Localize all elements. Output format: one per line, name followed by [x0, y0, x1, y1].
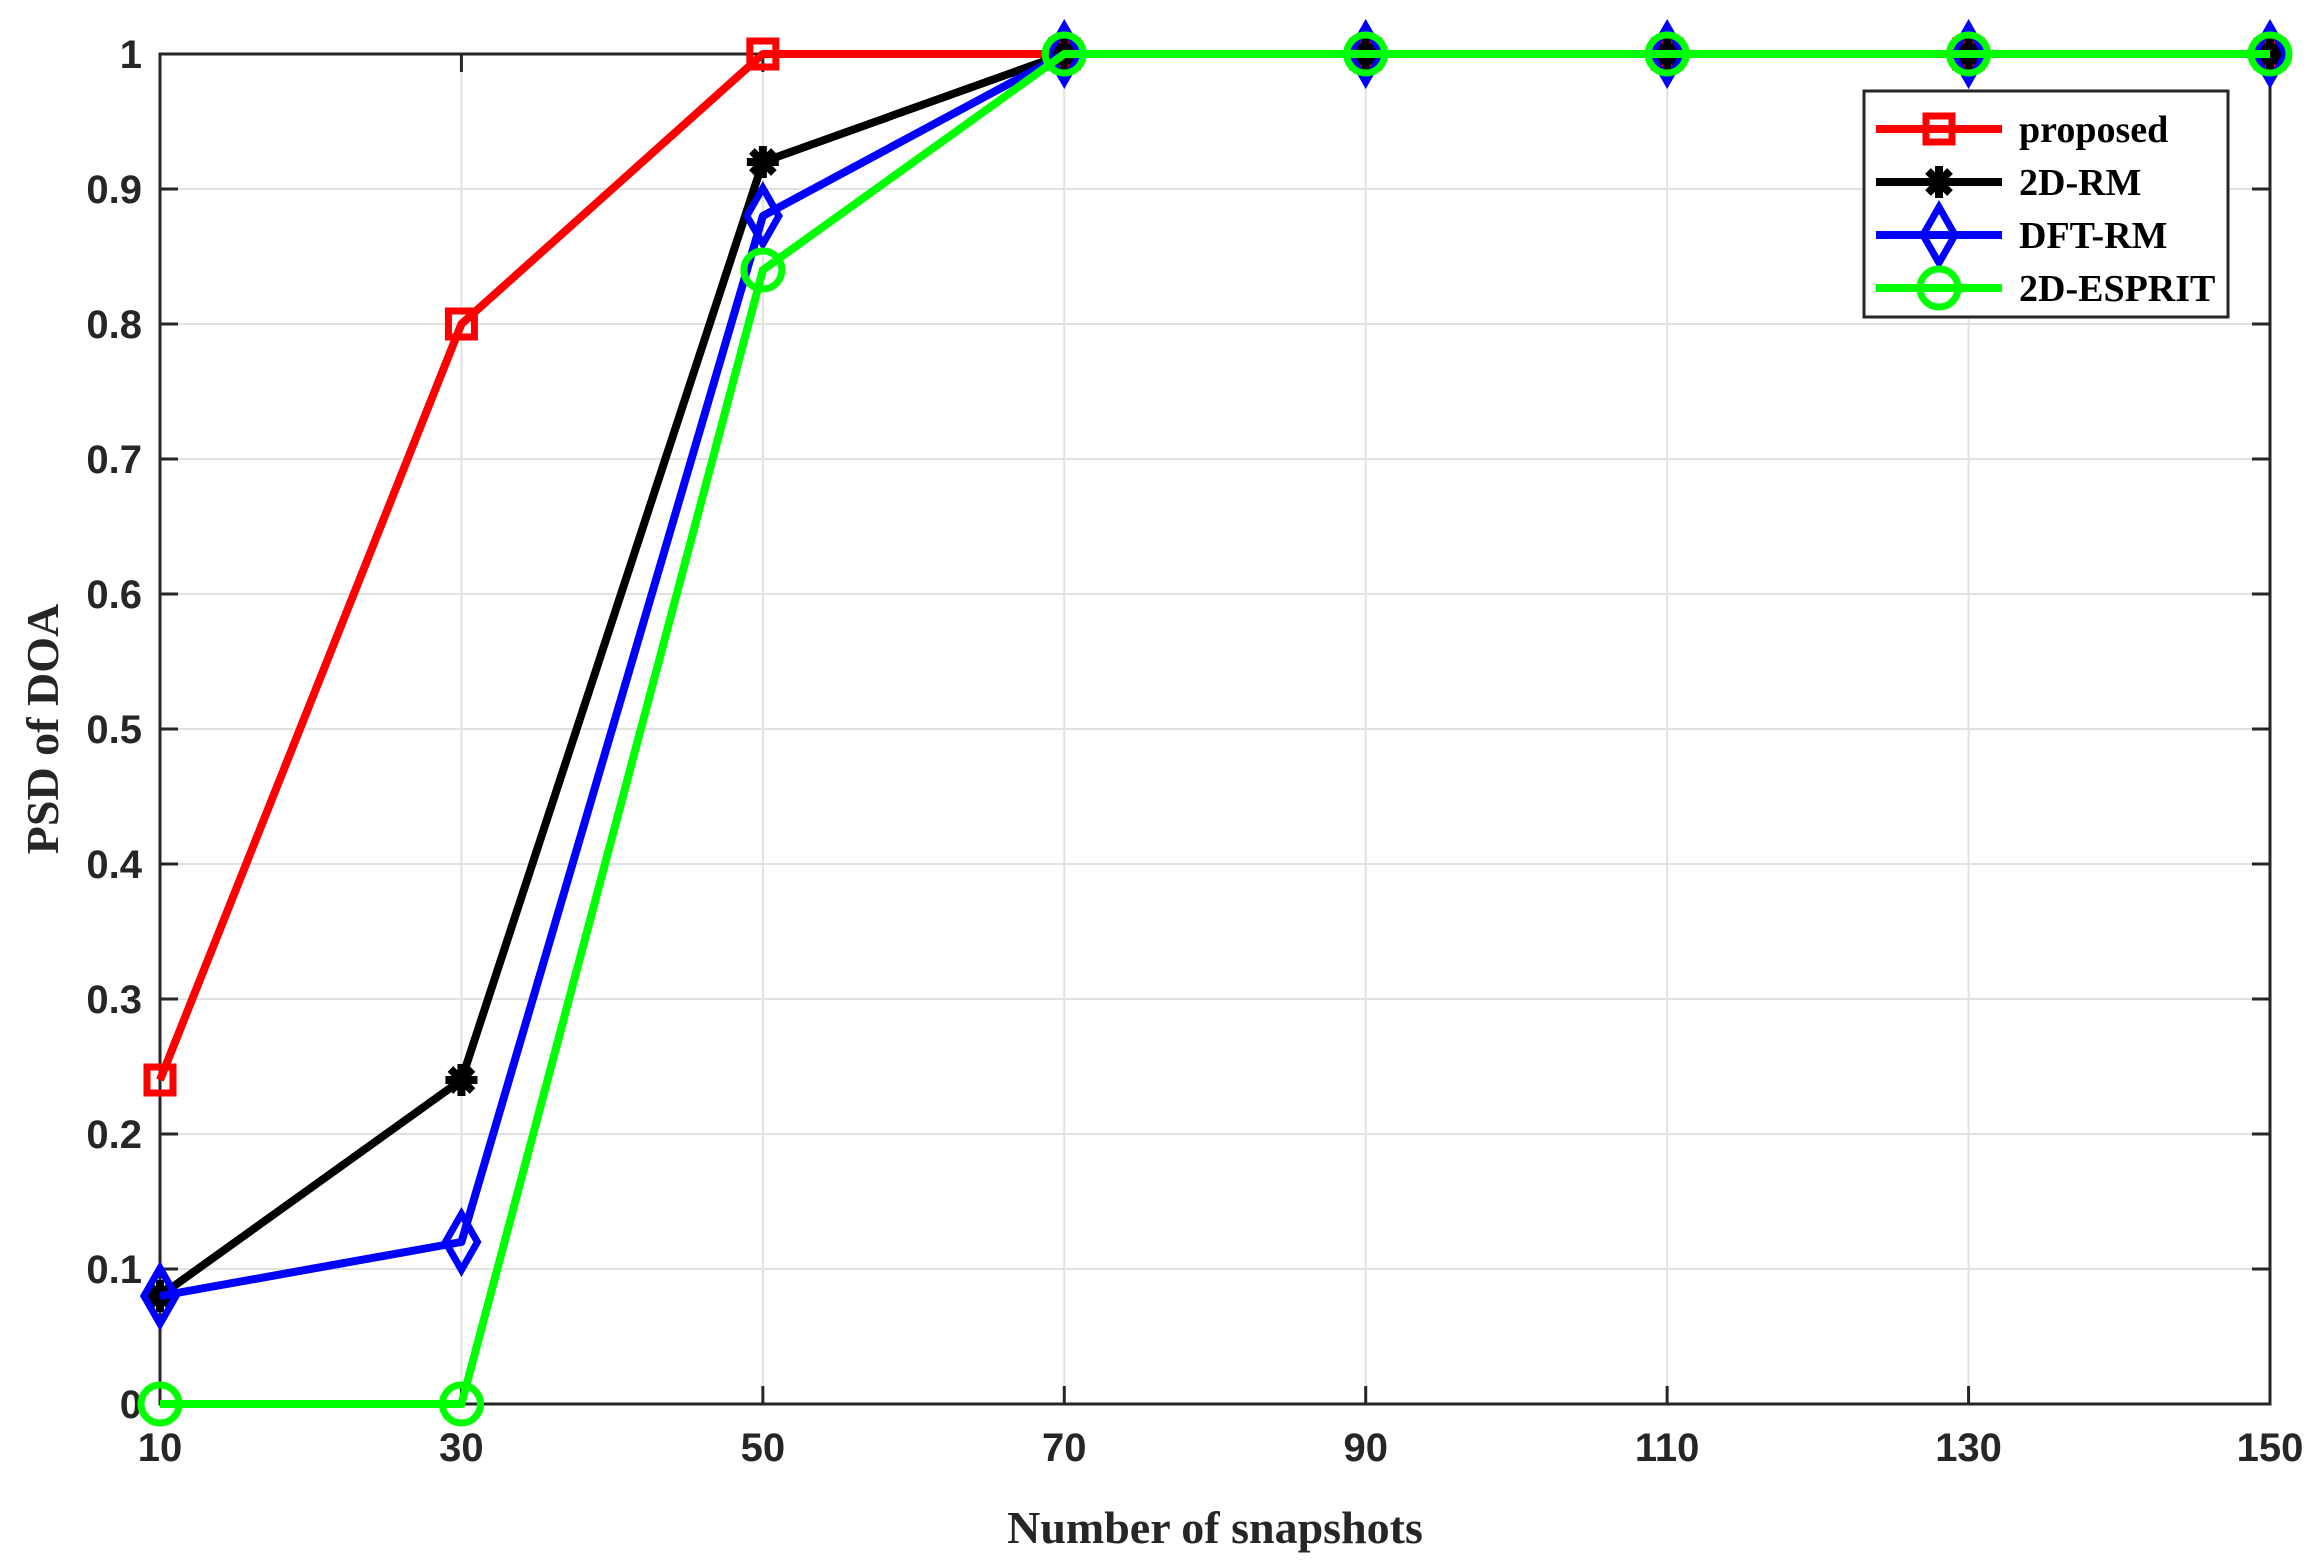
legend-marker: [1918, 199, 1960, 271]
grid: [159, 53, 2271, 1405]
y-tick-label: 0.7: [86, 438, 142, 482]
y-axis-label: PSD of DOA: [17, 604, 68, 854]
data-point: [1946, 31, 1992, 77]
series-2D-ESPRIT: [137, 31, 2293, 1427]
x-tick-label: 50: [741, 1426, 786, 1470]
y-tick-label: 0.9: [86, 168, 142, 212]
data-point: [746, 37, 780, 71]
legend-marker: [1916, 265, 1962, 311]
legend-item: DFT-RM: [1876, 199, 2167, 271]
y-tick-label: 0.4: [86, 843, 142, 887]
legend-item: 2D-ESPRIT: [1876, 265, 2215, 311]
y-tick-label: 0.6: [86, 573, 142, 617]
data-point: [1948, 18, 1989, 90]
x-tick-label: 150: [2237, 1426, 2304, 1470]
legend-label: DFT-RM: [2019, 215, 2167, 257]
y-tick-label: 0: [120, 1383, 142, 1427]
data-point: [1041, 31, 1087, 77]
legend-item: proposed: [1876, 109, 2168, 151]
x-axis-label: Number of snapshots: [1007, 1502, 1423, 1553]
data-point: [444, 307, 478, 341]
data-point: [1644, 31, 1690, 77]
legend-label: 2D-ESPRIT: [2019, 268, 2215, 310]
data-point: [746, 146, 779, 178]
data-point: [438, 1381, 484, 1427]
y-tick-label: 0.2: [86, 1113, 142, 1157]
legend-marker: [1923, 166, 1955, 198]
data-point: [742, 180, 783, 252]
data-point: [1647, 18, 1688, 90]
y-tick-label: 0.3: [86, 978, 142, 1022]
data-point: [139, 1260, 181, 1332]
x-tick-label: 30: [439, 1426, 484, 1470]
y-tick-label: 0.5: [86, 708, 142, 752]
x-tick-label: 130: [1935, 1426, 2002, 1470]
y-tick-label: 0.1: [86, 1248, 142, 1292]
data-point: [1343, 31, 1389, 77]
legend-label: 2D-RM: [2019, 162, 2141, 204]
y-tick-label: 0.8: [86, 303, 142, 347]
legend-item: 2D-RM: [1876, 162, 2141, 204]
y-tick-label: 1: [120, 33, 142, 77]
axis-ticks: 10 30 50 70 90 110 130 150 0 0.1 0.2 0.3 0.4 0.5 0.6 0.…: [86, 33, 2303, 1470]
legend: proposed 2D-RM DFT-RM 2D-ESPRIT: [1862, 89, 2230, 319]
x-tick-label: 110: [1635, 1426, 1700, 1470]
data-point: [1345, 18, 1386, 90]
data-point: [2249, 18, 2291, 90]
data-point: [2247, 31, 2293, 77]
legend-label: proposed: [2019, 109, 2168, 151]
x-tick-label: 70: [1042, 1426, 1087, 1470]
x-tick-label: 90: [1343, 1426, 1388, 1470]
data-point: [441, 1206, 482, 1278]
data-point: [143, 1063, 177, 1097]
series-layer: [137, 18, 2293, 1427]
legend-marker: [1922, 112, 1956, 146]
data-point: [1044, 18, 1085, 90]
data-point: [137, 1381, 183, 1427]
x-tick-label: 10: [138, 1426, 183, 1470]
data-point: [445, 1064, 478, 1096]
series-line: [160, 50, 2270, 1408]
data-point: [740, 247, 786, 293]
